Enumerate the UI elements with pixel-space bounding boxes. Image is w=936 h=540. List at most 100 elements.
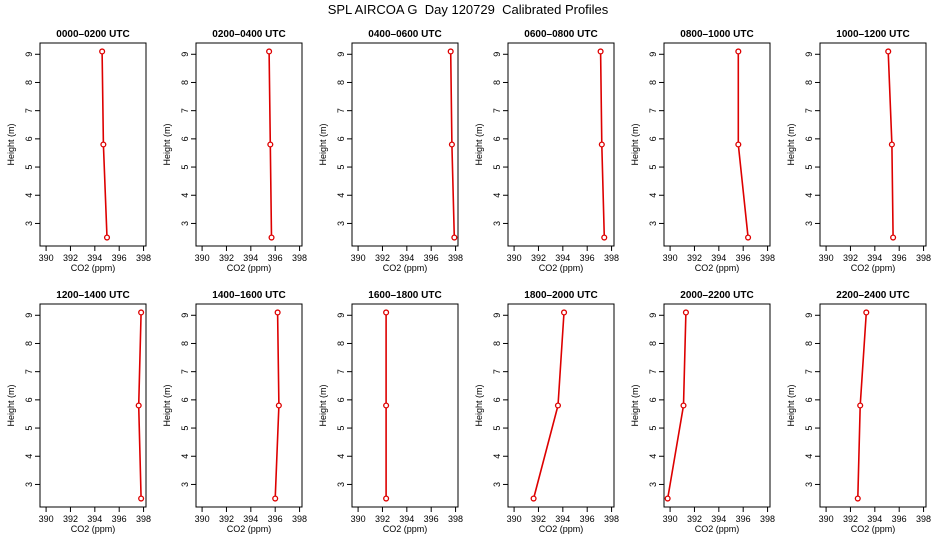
- y-axis-label: Height (m): [318, 123, 328, 165]
- data-point: [135, 402, 142, 409]
- x-tick-label: 390: [507, 253, 522, 263]
- data-point: [890, 234, 897, 241]
- plot-frame: [195, 42, 303, 247]
- plot-frame: [351, 303, 459, 508]
- data-point: [560, 309, 568, 316]
- profile-panel-10: 1800–2000 UTC 390 392 394 396 398 3 4 5 6 7 8 9 CO2 (…: [474, 290, 619, 534]
- profile-panel-6: 1000–1200 UTC 390 392 394 396 398 3 4 5 6 7 8 9 CO2 (…: [786, 29, 931, 273]
- y-tick-label: 5: [648, 165, 658, 170]
- x-tick-label: 392: [687, 514, 702, 524]
- profile-panel-7: 1200–1400 UTC 390 392 394 396 398 3 4 5 6 7 8 9 CO2 (…: [6, 290, 151, 534]
- y-tick-label: 4: [648, 193, 658, 198]
- y-tick-label: 8: [336, 80, 346, 85]
- data-point: [272, 495, 279, 502]
- y-tick-label: 9: [180, 313, 190, 318]
- y-tick-label: 7: [648, 108, 658, 113]
- x-tick-label: 396: [112, 253, 127, 263]
- y-tick-label: 9: [804, 52, 814, 57]
- y-tick-label: 6: [648, 397, 658, 402]
- x-tick-label: 398: [292, 514, 307, 524]
- y-tick-label: 3: [648, 482, 658, 487]
- y-tick-label: 5: [180, 426, 190, 431]
- profile-panel-5: 0800–1000 UTC 390 392 394 396 398 3 4 5 6 7 8 9 CO2 (…: [630, 29, 775, 273]
- y-tick-label: 5: [492, 165, 502, 170]
- x-tick-label: 394: [555, 253, 570, 263]
- y-tick-label: 8: [24, 80, 34, 85]
- y-tick-label: 4: [24, 454, 34, 459]
- plot-frame: [351, 42, 459, 247]
- plot-frame: [507, 303, 615, 508]
- y-tick-label: 3: [336, 221, 346, 226]
- x-tick-label: 390: [507, 514, 522, 524]
- x-tick-label: 394: [711, 514, 726, 524]
- y-tick-label: 8: [336, 341, 346, 346]
- x-tick-label: 394: [243, 514, 258, 524]
- x-tick-label: 394: [711, 253, 726, 263]
- plot-frame: [663, 42, 771, 247]
- data-point: [888, 141, 895, 148]
- y-tick-label: 8: [24, 341, 34, 346]
- y-tick-label: 3: [648, 221, 658, 226]
- y-axis-label: Height (m): [162, 123, 172, 165]
- data-point: [530, 495, 537, 502]
- y-tick-label: 9: [648, 313, 658, 318]
- y-axis-label: Height (m): [162, 384, 172, 426]
- panel-title: 0600–0800 UTC: [524, 29, 597, 40]
- data-point: [103, 234, 111, 241]
- data-point: [100, 141, 107, 148]
- y-tick-label: 5: [648, 426, 658, 431]
- x-tick-label: 394: [87, 514, 102, 524]
- y-tick-label: 8: [180, 80, 190, 85]
- x-tick-label: 392: [63, 514, 78, 524]
- panel-title: 0400–0600 UTC: [368, 29, 441, 40]
- y-tick-label: 6: [648, 136, 658, 141]
- x-axis-label: CO2 (ppm): [539, 263, 584, 273]
- x-tick-label: 392: [531, 253, 546, 263]
- x-tick-label: 392: [531, 514, 546, 524]
- data-point: [735, 141, 742, 148]
- y-tick-label: 7: [24, 369, 34, 374]
- y-tick-label: 4: [180, 454, 190, 459]
- y-axis-label: Height (m): [474, 123, 484, 165]
- y-axis-label: Height (m): [6, 384, 16, 426]
- panel-title: 1600–1800 UTC: [368, 290, 441, 301]
- x-tick-label: 398: [604, 253, 619, 263]
- y-tick-label: 5: [336, 165, 346, 170]
- y-tick-label: 4: [804, 454, 814, 459]
- y-tick-label: 6: [180, 397, 190, 402]
- y-tick-label: 6: [492, 397, 502, 402]
- panel-title: 0000–0200 UTC: [56, 29, 129, 40]
- x-tick-label: 398: [448, 253, 463, 263]
- x-tick-label: 394: [555, 514, 570, 524]
- y-tick-label: 9: [492, 52, 502, 57]
- x-tick-label: 392: [843, 514, 858, 524]
- x-tick-label: 396: [424, 514, 439, 524]
- x-tick-label: 398: [916, 253, 931, 263]
- y-tick-label: 7: [804, 108, 814, 113]
- plot-frame: [819, 303, 927, 508]
- plot-frame: [819, 42, 927, 247]
- y-axis-label: Height (m): [630, 384, 640, 426]
- y-tick-label: 4: [648, 454, 658, 459]
- data-point: [383, 309, 390, 316]
- y-tick-label: 9: [336, 313, 346, 318]
- y-tick-label: 3: [180, 221, 190, 226]
- y-tick-label: 5: [492, 426, 502, 431]
- x-tick-label: 392: [687, 253, 702, 263]
- y-tick-label: 9: [492, 313, 502, 318]
- x-axis-label: CO2 (ppm): [227, 263, 272, 273]
- y-tick-label: 7: [24, 108, 34, 113]
- y-tick-label: 7: [336, 108, 346, 113]
- x-tick-label: 398: [448, 514, 463, 524]
- y-tick-label: 9: [648, 52, 658, 57]
- y-tick-label: 9: [804, 313, 814, 318]
- data-point: [451, 234, 458, 241]
- x-tick-label: 394: [867, 514, 882, 524]
- data-point: [601, 234, 608, 241]
- y-tick-label: 5: [24, 426, 34, 431]
- profile-panel-3: 0400–0600 UTC 390 392 394 396 398 3 4 5 6 7 8 9 CO2 (…: [318, 29, 463, 273]
- x-axis-label: CO2 (ppm): [71, 263, 116, 273]
- y-tick-label: 6: [804, 136, 814, 141]
- panel-title: 0200–0400 UTC: [212, 29, 285, 40]
- panel-title: 1200–1400 UTC: [56, 290, 129, 301]
